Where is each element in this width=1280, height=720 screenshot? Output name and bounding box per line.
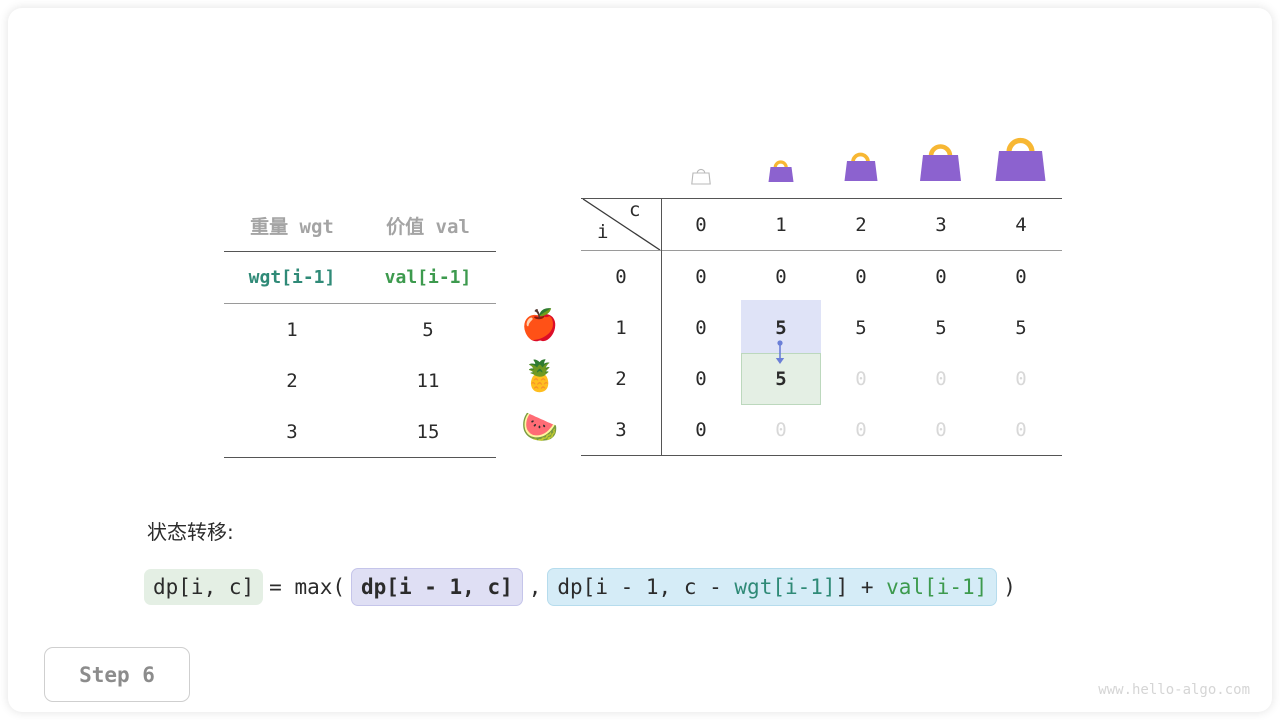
dp-col-header-4: 4 xyxy=(1015,213,1027,236)
dp-table-header-row: 0 1 2 3 4 xyxy=(581,199,1062,250)
dp-cell-0-0: 0 xyxy=(695,265,707,288)
item-wgt-2: 2 xyxy=(286,369,298,392)
dp-cell-2-4: 0 xyxy=(1015,367,1027,390)
bag-icon-capacity-0 xyxy=(690,166,712,190)
dp-col-header-3: 3 xyxy=(935,213,947,236)
dp-cell-3-2: 0 xyxy=(855,418,867,441)
apple-emoji: 🍎 xyxy=(521,308,559,343)
dp-table-rule-top xyxy=(581,198,1062,199)
dp-cell-2-3: 0 xyxy=(935,367,947,390)
dp-table: 0 1 2 3 4 i c 0 0 0 0 0 0 xyxy=(581,198,1062,456)
dp-cell-2-2: 0 xyxy=(855,367,867,390)
dp-cell-2-1: 5 xyxy=(775,367,787,390)
dp-row-header-3: 3 xyxy=(615,418,627,441)
item-val-3: 15 xyxy=(416,420,440,443)
items-header-wgt: 重量 wgt xyxy=(250,216,334,238)
down-arrow-blue xyxy=(770,339,790,373)
dp-row-header-1: 1 xyxy=(615,316,627,339)
watermelon-emoji: 🍉 xyxy=(521,410,559,445)
dp-cell-0-1: 0 xyxy=(775,265,787,288)
dp-cell-1-2: 5 xyxy=(855,316,867,339)
formula-eq: = max( xyxy=(269,575,346,599)
item-wgt-1: 1 xyxy=(286,318,298,341)
dp-table-row: 2 0 5 0 0 0 xyxy=(581,353,1062,404)
items-subheader-val: val[i-1] xyxy=(384,267,472,288)
state-transition-formula: dp[i, c] = max( dp[i - 1, c] , dp[i - 1,… xyxy=(144,568,1022,606)
dp-col-header-0: 0 xyxy=(695,213,707,236)
dp-col-header-1: 1 xyxy=(775,213,787,236)
dp-cell-3-4: 0 xyxy=(1015,418,1027,441)
formula-comma: , xyxy=(528,575,542,599)
items-table: 重量 wgt 价值 val wgt[i-1] val[i-1] 1 5 2 11… xyxy=(224,200,496,458)
watermark: www.hello-algo.com xyxy=(1098,682,1250,698)
dp-cell-3-1: 0 xyxy=(775,418,787,441)
item-wgt-3: 3 xyxy=(286,420,298,443)
dp-row-header-2: 2 xyxy=(615,367,627,390)
dp-table-vertical-rule xyxy=(661,199,662,455)
dp-cell-1-1: 5 xyxy=(775,316,787,339)
dp-corner-labels: i c xyxy=(581,199,661,250)
dp-table-rule-header xyxy=(581,250,1062,251)
items-table-rule-bottom xyxy=(224,457,496,458)
dp-cell-0-3: 0 xyxy=(935,265,947,288)
dp-table-row: 0 0 0 0 0 0 xyxy=(581,251,1062,302)
items-table-rule-mid xyxy=(224,303,496,304)
items-table-row: 3 15 xyxy=(224,406,496,457)
dp-col-header-2: 2 xyxy=(855,213,867,236)
dp-cell-3-0: 0 xyxy=(695,418,707,441)
items-table-row: 2 11 xyxy=(224,355,496,406)
item-val-2: 11 xyxy=(416,369,440,392)
formula-term-1: dp[i - 1, c] xyxy=(351,568,523,606)
formula-term-2-val: val[i-1] xyxy=(886,575,988,599)
bag-icon-capacity-2 xyxy=(841,146,881,188)
items-table-rule-top xyxy=(224,251,496,252)
dp-cell-2-0: 0 xyxy=(695,367,707,390)
dp-cell-1-0: 0 xyxy=(695,316,707,339)
dp-cell-3-3: 0 xyxy=(935,418,947,441)
step-badge: Step 6 xyxy=(44,647,190,702)
items-header-val: 价值 val xyxy=(386,216,470,238)
item-val-1: 5 xyxy=(422,318,434,341)
items-table-header-row: 重量 wgt 价值 val xyxy=(224,200,496,251)
dp-cell-0-2: 0 xyxy=(855,265,867,288)
slide-card: 重量 wgt 价值 val wgt[i-1] val[i-1] 1 5 2 11… xyxy=(8,8,1272,712)
formula-term-2-wgt: wgt[i-1] xyxy=(734,575,836,599)
formula-term-2-prefix: dp[i - 1, c - xyxy=(557,575,735,599)
items-table-subheader-row: wgt[i-1] val[i-1] xyxy=(224,252,496,303)
bag-icon-capacity-1 xyxy=(766,156,796,188)
items-subheader-wgt: wgt[i-1] xyxy=(248,267,336,288)
formula-close-paren: ) xyxy=(1003,575,1016,599)
dp-cell-0-4: 0 xyxy=(1015,265,1027,288)
formula-lhs: dp[i, c] xyxy=(144,569,264,605)
dp-table-rule-bottom xyxy=(581,455,1062,456)
dp-row-header-0: 0 xyxy=(615,265,627,288)
dp-cell-1-4: 5 xyxy=(1015,316,1027,339)
items-table-row: 1 5 xyxy=(224,304,496,355)
dp-table-row: 1 0 5 5 5 5 xyxy=(581,302,1062,353)
dp-cell-1-3: 5 xyxy=(935,316,947,339)
bag-icon-capacity-4 xyxy=(991,128,1051,188)
bag-icon-capacity-3 xyxy=(916,136,966,188)
dp-axis-label-c: c xyxy=(629,199,641,221)
dp-axis-label-i: i xyxy=(597,221,609,243)
dp-table-row: 3 0 0 0 0 0 xyxy=(581,404,1062,455)
pineapple-emoji: 🍍 xyxy=(521,359,559,394)
formula-term-2: dp[i - 1, c - wgt[i-1]] + val[i-1] xyxy=(547,568,998,606)
state-transition-label: 状态转移: xyxy=(147,520,234,544)
formula-term-2-mid: ] + xyxy=(835,575,887,599)
